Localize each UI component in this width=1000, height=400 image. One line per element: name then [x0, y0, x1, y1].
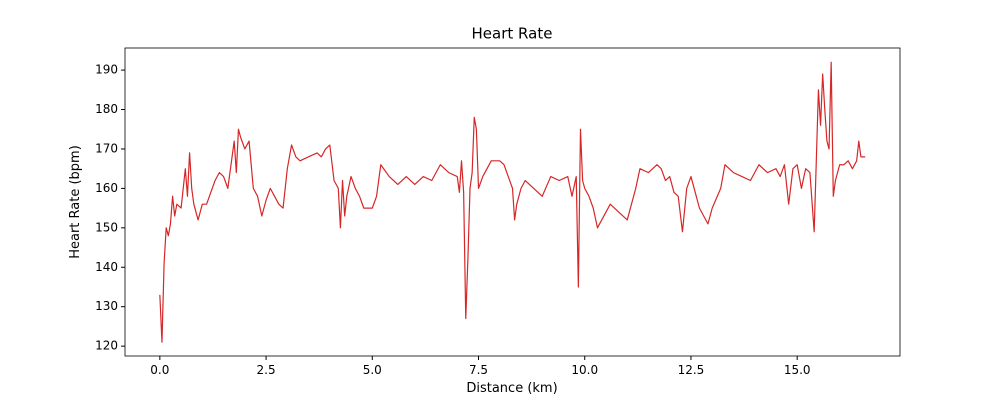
- x-tick-label: 5.0: [363, 363, 382, 377]
- x-tick-label: 15.0: [784, 363, 811, 377]
- x-tick-label: 0.0: [150, 363, 169, 377]
- y-axis-label: Heart Rate (bpm): [68, 145, 83, 259]
- chart-title: Heart Rate: [472, 25, 553, 43]
- x-tick-label: 7.5: [469, 363, 488, 377]
- x-tick-label: 2.5: [257, 363, 276, 377]
- y-tick-label: 130: [95, 299, 118, 313]
- y-tick-label: 190: [95, 63, 118, 77]
- x-axis-label: Distance (km): [466, 381, 557, 396]
- heart-rate-line: [159, 61, 866, 343]
- y-tick-label: 170: [95, 141, 118, 155]
- y-tick-label: 160: [95, 181, 118, 195]
- x-tick-label: 10.0: [571, 363, 598, 377]
- y-tick-label: 120: [95, 339, 118, 353]
- y-tick-label: 140: [95, 260, 118, 274]
- plot-frame: [124, 47, 901, 357]
- x-tick-label: 12.5: [678, 363, 705, 377]
- y-tick-label: 150: [95, 220, 118, 234]
- y-tick-label: 180: [95, 102, 118, 116]
